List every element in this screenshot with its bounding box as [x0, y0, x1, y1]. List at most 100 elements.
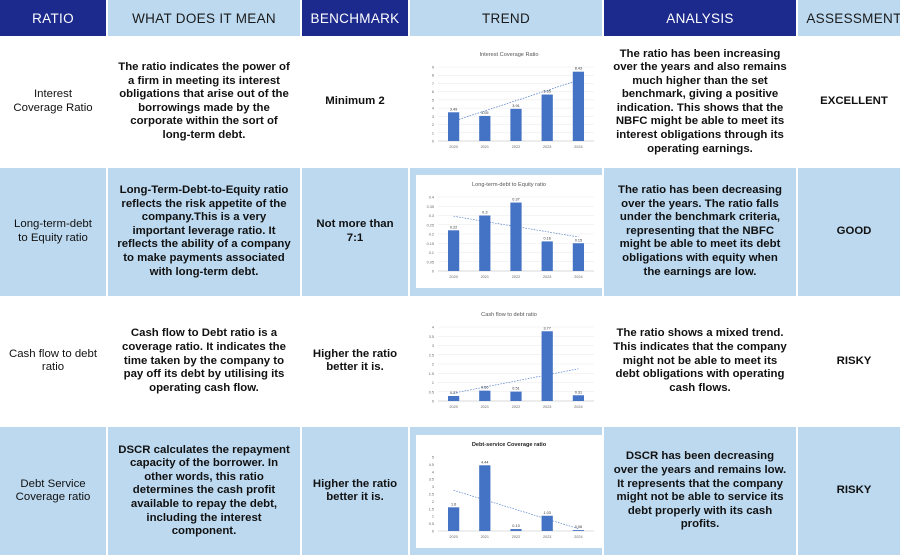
ratio-assessment: RISKY [798, 427, 900, 555]
y-tick-label: 4 [432, 325, 434, 329]
y-tick-label: 0.35 [427, 205, 434, 209]
header-analysis: ANALYSIS [604, 0, 796, 36]
ratio-benchmark: Higher the ratio better it is. [302, 427, 408, 555]
ratio-name: Interest Coverage Ratio [0, 38, 106, 166]
y-tick-label: 2 [432, 123, 434, 127]
chart-title: Debt-service Coverage ratio [472, 442, 547, 448]
bar [572, 72, 585, 142]
trendline [453, 489, 579, 529]
trend-chart: Long-term-debt to Equity ratio 0 0.05 0.1 0.… [416, 175, 602, 289]
y-tick-label: 3 [432, 115, 434, 119]
ratio-assessment: EXCELLENT [798, 38, 900, 166]
x-tick-label: 2022 [512, 145, 520, 149]
x-tick-label: 2023 [543, 535, 551, 539]
y-tick-label: 1.5 [429, 507, 434, 511]
x-tick-label: 2021 [481, 275, 489, 279]
ratio-assessment: GOOD [798, 167, 900, 296]
bar [572, 395, 585, 401]
y-tick-label: 1 [432, 132, 434, 136]
y-tick-label: 3 [432, 485, 434, 489]
header-ratio: RATIO [0, 0, 106, 36]
bar [447, 395, 460, 401]
y-tick-label: 0.15 [427, 242, 434, 246]
y-tick-label: 1 [432, 381, 434, 385]
y-tick-label: 1.5 [429, 372, 434, 376]
ratio-analysis: The ratio shows a mixed trend. This indi… [604, 297, 796, 426]
data-label: 5.65 [544, 90, 551, 94]
y-tick-label: 0.1 [429, 251, 434, 255]
ratio-name: Cash flow to debt ratio [0, 297, 106, 426]
y-tick-label: 0.4 [429, 196, 434, 200]
table-row: Cash flow to debt ratio Cash flow to Deb… [0, 297, 900, 426]
y-tick-label: 2.5 [429, 353, 434, 357]
data-label: 0.56 [481, 386, 488, 390]
data-label: 1.6 [451, 502, 456, 506]
ratio-meaning: The ratio indicates the power of a firm … [108, 38, 300, 166]
y-tick-label: 5 [432, 455, 434, 459]
data-label: 0.51 [512, 386, 519, 390]
header-trend: TREND [410, 0, 602, 36]
chart-background [416, 175, 602, 289]
data-label: 1.03 [544, 510, 551, 514]
bar [479, 464, 491, 531]
data-label: 0.06 [575, 525, 582, 529]
y-tick-label: 4 [432, 470, 434, 474]
chart-title: Cash flow to debt ratio [481, 312, 537, 318]
trend-cell: Cash flow to debt ratio 0 0.5 1 1.5 2 2.5 3 3.5 4… [410, 297, 602, 426]
x-tick-label: 2024 [574, 535, 582, 539]
bar [541, 331, 553, 401]
table-row: Long-term-debt to Equity ratio Long-Term… [0, 167, 900, 296]
y-tick-label: 0 [432, 529, 434, 533]
y-tick-label: 9 [432, 66, 434, 70]
trend-cell: Interest Coverage Ratio 0 1 2 3 4 5 6 7 8 9 3.49 202… [410, 38, 602, 166]
y-tick-label: 2 [432, 500, 434, 504]
x-tick-label: 2021 [481, 535, 489, 539]
trend-chart: Cash flow to debt ratio00.511.522.533.54… [416, 304, 602, 418]
bar [541, 241, 553, 272]
y-tick-label: 3.5 [429, 335, 434, 339]
x-tick-label: 2023 [543, 275, 551, 279]
y-tick-label: 0 [432, 270, 434, 274]
bar [510, 528, 522, 531]
ratio-benchmark: Minimum 2 [302, 38, 408, 166]
y-tick-label: 0.5 [429, 522, 434, 526]
y-tick-label: 0.2 [429, 233, 434, 237]
x-tick-label: 2021 [481, 405, 489, 409]
data-label: 0.22 [450, 225, 457, 229]
y-tick-label: 5 [432, 99, 434, 103]
ratio-assessment: RISKY [798, 297, 900, 426]
trendline [453, 368, 579, 394]
x-tick-label: 2023 [543, 145, 551, 149]
trend-chart: Interest Coverage Ratio 0 1 2 3 4 5 6 7 8 9 3.49 202… [416, 45, 602, 159]
bar [541, 94, 553, 142]
ratio-meaning: DSCR calculates the repayment capacity o… [108, 427, 300, 555]
ratio-analysis: The ratio has been increasing over the y… [604, 38, 796, 166]
y-tick-label: 6 [432, 91, 434, 95]
trend-chart: Debt-service Coverage ratio 0 0.5 1 1.5 2 2.5 3… [416, 434, 602, 548]
ratio-meaning: Long-Term-Debt-to-Equity ratio reflects … [108, 167, 300, 296]
y-tick-label: 4.5 [429, 463, 434, 467]
y-tick-label: 3 [432, 344, 434, 348]
x-tick-label: 2021 [481, 145, 489, 149]
ratio-analysis: The ratio has been decreasing over the y… [604, 167, 796, 296]
x-tick-label: 2024 [574, 405, 582, 409]
x-tick-label: 2024 [574, 145, 582, 149]
bar [510, 391, 522, 401]
ratio-meaning: Cash flow to Debt ratio is a coverage ra… [108, 297, 300, 426]
y-tick-label: 2.5 [429, 492, 434, 496]
x-tick-label: 2022 [512, 535, 520, 539]
bar [479, 215, 491, 272]
data-label: 0.15 [575, 238, 582, 242]
ratio-name: Debt Service Coverage ratio [0, 427, 106, 555]
chart-title: Long-term-debt to Equity ratio [472, 182, 546, 188]
bar [479, 116, 491, 142]
header-meaning: WHAT DOES IT MEAN [108, 0, 300, 36]
bar [541, 515, 553, 531]
chart-background [416, 434, 602, 548]
data-label: 0.13 [512, 524, 519, 528]
table-row: Debt Service Coverage ratio DSCR calcula… [0, 427, 900, 555]
trendline [453, 216, 579, 238]
x-tick-label: 2020 [449, 145, 457, 149]
y-tick-label: 1 [432, 514, 434, 518]
